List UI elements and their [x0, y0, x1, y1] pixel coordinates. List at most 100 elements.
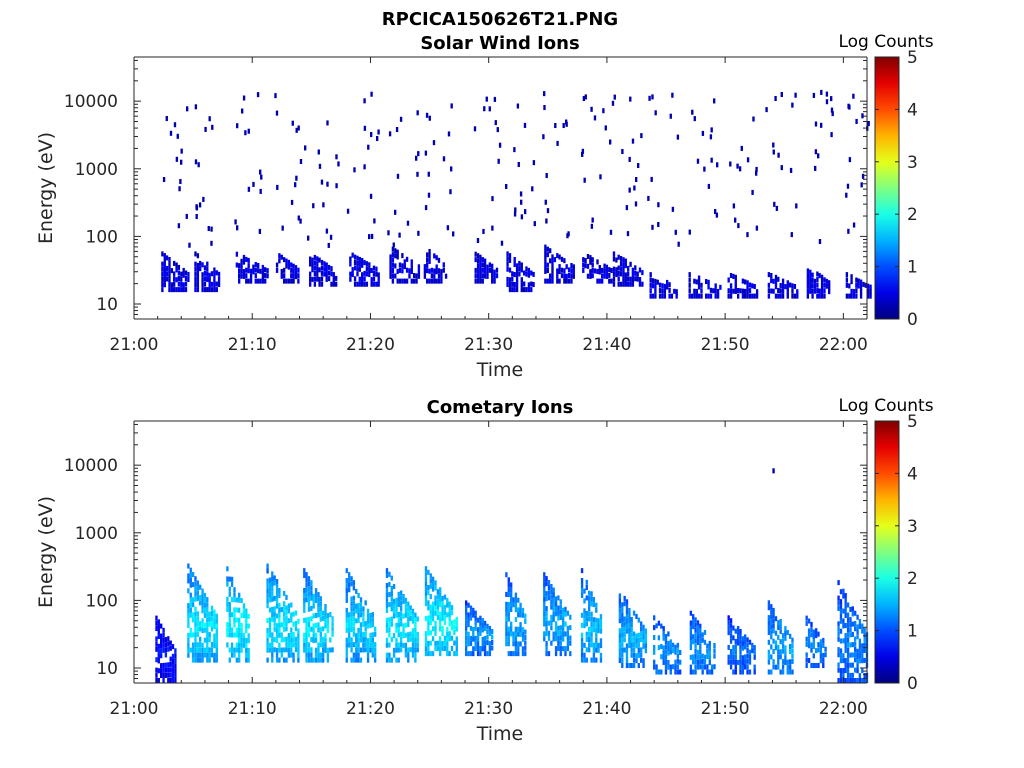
heatmap-cell — [663, 283, 667, 289]
heatmap-cell — [748, 649, 752, 655]
heatmap-cell — [727, 277, 730, 283]
heatmap-cell — [839, 638, 843, 644]
heatmap-cell — [402, 594, 405, 600]
heatmap-cell — [727, 288, 730, 294]
heatmap-cell — [424, 636, 428, 642]
heatmap-cell — [666, 279, 669, 285]
heatmap-cell — [506, 282, 509, 288]
burst-9 — [505, 572, 527, 657]
heatmap-cell — [850, 274, 853, 280]
heatmap-cell — [377, 272, 380, 278]
heatmap-cell — [789, 664, 792, 670]
heatmap-cell — [566, 641, 570, 647]
heatmap-cell — [621, 652, 624, 658]
heatmap-cell — [194, 104, 198, 110]
heatmap-cell — [355, 642, 358, 648]
heatmap-cell — [169, 672, 172, 678]
heatmap-cell — [566, 646, 570, 652]
heatmap-cell — [734, 644, 737, 650]
heatmap-cell — [598, 278, 601, 284]
heatmap-cell — [266, 568, 269, 574]
heatmap-cell — [784, 655, 787, 661]
heatmap-cell — [371, 617, 374, 623]
heatmap-cell — [310, 626, 313, 632]
heatmap-cell — [345, 568, 348, 574]
heatmap-cell — [392, 652, 396, 658]
heatmap-cell — [831, 111, 834, 117]
heatmap-cell — [358, 276, 361, 282]
heatmap-cell — [867, 121, 870, 127]
heatmap-cell — [446, 225, 450, 231]
heatmap-cell — [519, 626, 522, 632]
heatmap-cell — [729, 288, 733, 294]
heatmap-cell — [642, 634, 645, 640]
heatmap-cell — [869, 284, 872, 290]
heatmap-cell — [268, 582, 272, 588]
heatmap-cell — [436, 609, 440, 615]
heatmap-cell — [567, 267, 571, 273]
heatmap-cell — [297, 125, 300, 131]
heatmap-cell — [661, 288, 664, 294]
heatmap-cell — [396, 249, 399, 255]
heatmap-cell — [230, 576, 234, 582]
heatmap-cell — [234, 219, 237, 225]
heatmap-cell — [505, 184, 508, 190]
heatmap-cell — [506, 266, 509, 272]
heatmap-cell — [322, 636, 325, 642]
heatmap-cell — [206, 287, 209, 293]
heatmap-cell — [318, 276, 321, 282]
heatmap-cell — [363, 125, 367, 131]
heatmap-cell — [819, 658, 823, 664]
heatmap-cell — [368, 267, 371, 273]
heatmap-cell — [709, 287, 713, 293]
heatmap-cell — [238, 617, 241, 623]
heatmap-cell — [601, 278, 604, 284]
heatmap-cell — [439, 597, 442, 603]
colorbar-tick-label: 1 — [907, 622, 918, 642]
heatmap-cell — [163, 277, 166, 283]
heatmap-cell — [285, 263, 288, 269]
heatmap-cell — [228, 591, 231, 597]
heatmap-cell — [414, 657, 417, 663]
heatmap-cell — [275, 262, 279, 268]
heatmap-cell — [521, 646, 525, 652]
heatmap-cell — [772, 288, 775, 294]
heatmap-cell — [448, 611, 451, 617]
heatmap-cell — [630, 622, 633, 628]
heatmap-cell — [765, 107, 768, 113]
colorbar-tick-label: 2 — [907, 569, 918, 589]
heatmap-cell — [453, 629, 456, 635]
heatmap-cell — [849, 678, 852, 684]
heatmap-cell — [390, 591, 393, 597]
heatmap-cell — [437, 257, 441, 263]
heatmap-cell — [755, 293, 759, 299]
heatmap-cell — [552, 602, 555, 608]
heatmap-cell — [350, 642, 353, 648]
heatmap-cell — [655, 664, 658, 670]
heatmap-cell — [371, 612, 374, 618]
heatmap-cell — [294, 182, 297, 188]
heatmap-cell — [320, 179, 324, 185]
heatmap-cell — [411, 633, 415, 639]
heatmap-cell — [440, 278, 443, 284]
heatmap-cell — [245, 613, 248, 619]
heatmap-cell — [741, 293, 745, 299]
heatmap-cell — [271, 657, 274, 663]
heatmap-cell — [830, 132, 833, 138]
heatmap-cell — [789, 644, 792, 650]
heatmap-cell — [206, 597, 209, 603]
heatmap-cell — [215, 287, 218, 293]
heatmap-cell — [362, 616, 365, 622]
heatmap-cell — [592, 642, 596, 648]
heatmap-cell — [748, 654, 752, 660]
heatmap-cell — [674, 664, 677, 670]
heatmap-cell — [813, 283, 817, 289]
heatmap-cell — [278, 632, 281, 638]
heatmap-cell — [230, 597, 234, 603]
heatmap-cell — [414, 622, 417, 628]
heatmap-cell — [203, 652, 207, 658]
heatmap-cell — [519, 602, 522, 608]
heatmap-cell — [215, 657, 218, 663]
heatmap-cell — [713, 653, 716, 659]
heatmap-cell — [356, 271, 359, 277]
